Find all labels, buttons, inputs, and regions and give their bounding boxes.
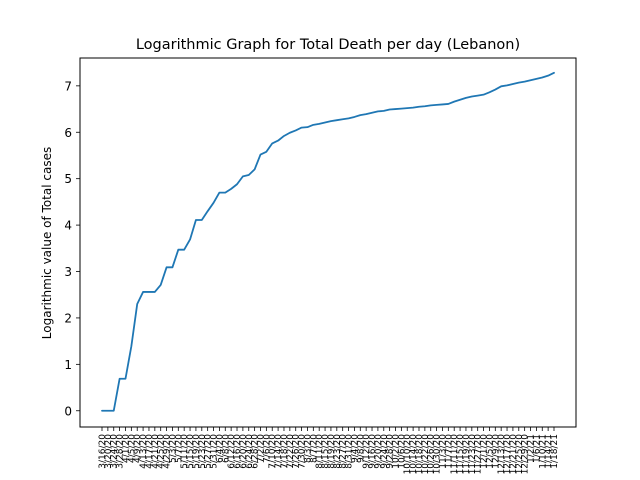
x-tick-label: 5/3/20	[168, 434, 178, 463]
x-tick-label: 7/18/20	[280, 434, 290, 469]
x-tick-label: 11/7/20	[444, 434, 454, 469]
x-tick-label: 8/11/20	[315, 434, 325, 469]
x-tick-label: 5/7/20	[174, 434, 184, 463]
x-tick-label: 7/26/20	[292, 434, 302, 469]
x-tick-label: 12/17/20	[503, 434, 513, 475]
x-tick-label: 11/15/20	[456, 434, 466, 475]
x-tick-label: 8/7/20	[309, 434, 319, 463]
x-tick-label: 5/15/20	[186, 434, 196, 469]
y-tick-label: 1	[64, 358, 72, 372]
y-tick-label: 6	[64, 126, 72, 140]
x-tick-label: 10/10/20	[403, 434, 413, 475]
x-tick-label: 8/31/20	[345, 434, 355, 469]
x-tick-label: 5/23/20	[198, 434, 208, 469]
x-tick-label: 8/15/20	[321, 434, 331, 469]
x-tick-label: 10/6/20	[397, 434, 407, 469]
x-tick-label: 8/19/20	[327, 434, 337, 469]
x-tick-label: 5/31/20	[210, 434, 220, 469]
x-tick-label: 7/2/20	[256, 434, 266, 463]
y-axis-label: Logarithmic value of Total cases	[40, 147, 54, 339]
x-tick-label: 4/9/20	[133, 434, 143, 463]
x-tick-label: 12/1/20	[480, 434, 490, 469]
x-tick-label: 9/12/20	[362, 434, 372, 469]
y-tick-label: 3	[64, 265, 72, 279]
x-tick-label: 11/11/20	[450, 434, 460, 475]
x-tick-label: 1/2/21	[527, 434, 537, 463]
x-tick-label: 5/27/20	[204, 434, 214, 469]
x-tick-label: 4/1/20	[121, 434, 131, 463]
x-tick-label: 4/25/20	[157, 434, 167, 469]
y-tick-label: 5	[64, 172, 72, 186]
x-tick-label: 1/10/21	[538, 434, 548, 469]
x-tick-label: 4/5/20	[127, 434, 137, 463]
x-tick-label: 12/9/20	[491, 434, 501, 469]
x-tick-label: 7/6/20	[262, 434, 272, 463]
x-tick-label: 7/22/20	[286, 434, 296, 469]
x-tick-label: 4/17/20	[145, 434, 155, 469]
x-tick-label: 10/30/20	[433, 434, 443, 475]
x-tick-label: 10/14/20	[409, 434, 419, 475]
y-tick-label: 4	[64, 219, 72, 233]
x-tick-label: 8/23/20	[333, 434, 343, 469]
x-tick-label: 9/4/20	[350, 434, 360, 463]
x-tick-label: 6/20/20	[239, 434, 249, 469]
x-tick-label: 10/26/20	[427, 434, 437, 475]
x-tick-label: 6/12/20	[227, 434, 237, 469]
x-tick-label: 6/16/20	[233, 434, 243, 469]
x-tick-label: 6/24/20	[245, 434, 255, 469]
x-tick-label: 11/19/20	[462, 434, 472, 475]
x-tick-label: 11/3/20	[438, 434, 448, 469]
x-tick-label: 9/20/20	[374, 434, 384, 469]
x-tick-label: 1/6/21	[532, 434, 542, 463]
x-tick-label: 10/2/20	[392, 434, 402, 469]
x-tick-label: 6/8/20	[221, 434, 231, 463]
x-tick-label: 10/18/20	[415, 434, 425, 475]
y-tick-label: 7	[64, 79, 72, 93]
x-tick-label: 9/28/20	[386, 434, 396, 469]
x-tick-label: 7/14/20	[274, 434, 284, 469]
y-tick-label: 2	[64, 311, 72, 325]
y-tick-label: 0	[64, 404, 72, 418]
x-tick-label: 9/24/20	[380, 434, 390, 469]
x-tick-label: 5/11/20	[180, 434, 190, 469]
x-tick-label: 6/28/20	[251, 434, 261, 469]
x-tick-label: 12/25/20	[515, 434, 525, 475]
x-tick-label: 4/21/20	[151, 434, 161, 469]
x-axis: 3/16/203/20/203/24/203/28/204/1/204/5/20…	[98, 427, 560, 474]
x-tick-label: 11/27/20	[474, 434, 484, 475]
x-tick-label: 12/13/20	[497, 434, 507, 475]
x-tick-label: 12/5/20	[485, 434, 495, 469]
x-tick-label: 12/21/20	[509, 434, 519, 475]
x-tick-label: 9/8/20	[356, 434, 366, 463]
x-tick-label: 6/4/20	[215, 434, 225, 463]
x-tick-label: 12/29/20	[521, 434, 531, 475]
y-axis: 0 1 2 3 4 5 6 7	[64, 79, 80, 418]
x-tick-label: 10/22/20	[421, 434, 431, 475]
x-tick-label: 8/27/20	[339, 434, 349, 469]
x-tick-label: 4/13/20	[139, 434, 149, 469]
chart-title: Logarithmic Graph for Total Death per da…	[136, 37, 520, 53]
x-tick-label: 1/18/21	[550, 434, 560, 469]
x-tick-label: 9/16/20	[368, 434, 378, 469]
x-tick-label: 1/14/21	[544, 434, 554, 469]
x-tick-label: 3/20/20	[104, 434, 114, 469]
x-tick-label: 11/23/20	[468, 434, 478, 475]
x-tick-label: 5/19/20	[192, 434, 202, 469]
x-tick-label: 8/3/20	[303, 434, 313, 463]
x-tick-label: 3/28/20	[116, 434, 126, 469]
x-tick-label: 7/30/20	[298, 434, 308, 469]
series-line	[101, 71, 555, 412]
x-tick-label: 3/16/20	[98, 434, 108, 469]
x-tick-label: 3/24/20	[110, 434, 120, 469]
x-tick-label: 4/29/20	[163, 434, 173, 469]
plot-area-frame	[79, 57, 577, 428]
x-tick-label: 7/10/20	[268, 434, 278, 469]
